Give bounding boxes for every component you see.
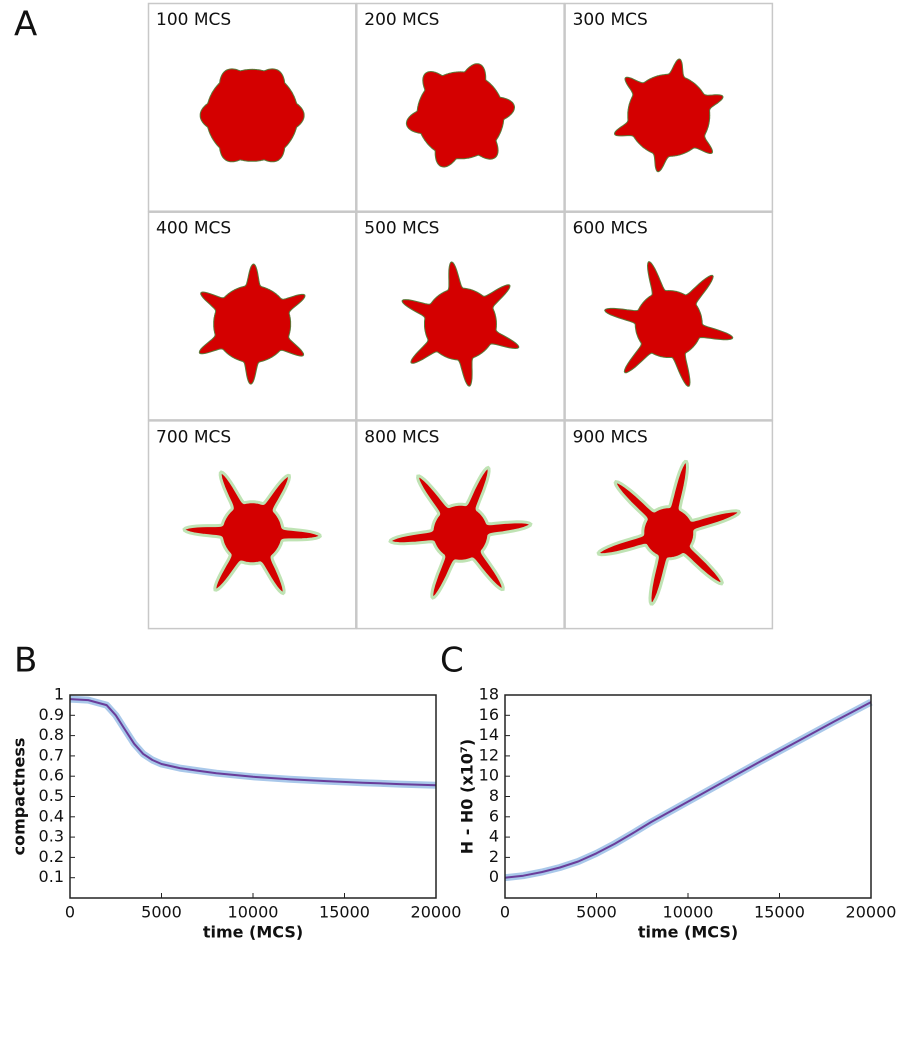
plot-frame xyxy=(69,694,437,899)
y-tick-label: 0.8 xyxy=(39,725,64,744)
y-tick-label: 0.2 xyxy=(39,847,64,866)
y-tick-label: 1 xyxy=(54,685,64,704)
tile-label: 800 MCS xyxy=(364,427,439,447)
tile-label: 600 MCS xyxy=(573,219,648,239)
x-tick-label: 5000 xyxy=(141,903,182,922)
colony xyxy=(198,263,306,385)
colony xyxy=(405,63,515,168)
y-axis-label: H - H0 (x10⁷) xyxy=(458,739,477,854)
colony xyxy=(199,68,305,163)
y-tick-label: 0.1 xyxy=(39,867,64,886)
panel-label: A xyxy=(14,5,37,45)
x-tick-label: 20000 xyxy=(846,903,897,922)
x-tick-label: 5000 xyxy=(576,903,617,922)
y-tick-label: 0.6 xyxy=(39,766,64,785)
tile-label: 700 MCS xyxy=(156,427,231,447)
tile-label: 500 MCS xyxy=(364,219,439,239)
y-tick-label: 14 xyxy=(479,725,499,744)
y-tick-label: 10 xyxy=(479,766,499,785)
y-tick-label: 4 xyxy=(489,827,499,846)
y-tick-label: 0.9 xyxy=(39,705,64,724)
x-tick-label: 20000 xyxy=(411,903,462,922)
y-tick-label: 0.7 xyxy=(39,745,64,764)
tile-label: 200 MCS xyxy=(364,10,439,30)
colony xyxy=(604,261,734,387)
x-tick-label: 0 xyxy=(65,903,75,922)
tile-label: 400 MCS xyxy=(156,219,231,239)
panel-label: C xyxy=(440,641,464,681)
colony xyxy=(613,58,724,173)
colony xyxy=(401,261,520,387)
series-band xyxy=(504,699,873,882)
panel-label: B xyxy=(14,641,37,681)
tile-label: 300 MCS xyxy=(573,10,648,30)
colony xyxy=(596,459,742,606)
y-tick-label: 0.4 xyxy=(39,806,64,825)
plot-frame xyxy=(504,694,872,899)
colony xyxy=(388,465,533,600)
series-band xyxy=(69,695,437,789)
colony xyxy=(182,470,322,596)
y-tick-label: 12 xyxy=(479,745,499,764)
y-tick-label: 0.5 xyxy=(39,786,64,805)
tile-label: 900 MCS xyxy=(573,427,648,447)
x-tick-label: 0 xyxy=(500,903,510,922)
tile-label: 100 MCS xyxy=(156,10,231,30)
y-tick-label: 18 xyxy=(479,685,499,704)
x-tick-label: 10000 xyxy=(228,903,279,922)
series-line xyxy=(504,701,872,879)
y-tick-label: 16 xyxy=(479,705,499,724)
x-tick-label: 15000 xyxy=(754,903,805,922)
y-axis-label: compactness xyxy=(10,738,29,856)
y-tick-label: 2 xyxy=(489,847,499,866)
x-tick-label: 15000 xyxy=(319,903,370,922)
series-line xyxy=(69,698,437,787)
x-axis-label: time (MCS) xyxy=(638,923,738,942)
x-axis-label: time (MCS) xyxy=(203,923,303,942)
y-tick-label: 8 xyxy=(489,786,499,805)
x-tick-label: 10000 xyxy=(663,903,714,922)
y-tick-label: 0.3 xyxy=(39,827,64,846)
y-tick-label: 6 xyxy=(489,806,499,825)
y-tick-label: 0 xyxy=(489,867,499,886)
